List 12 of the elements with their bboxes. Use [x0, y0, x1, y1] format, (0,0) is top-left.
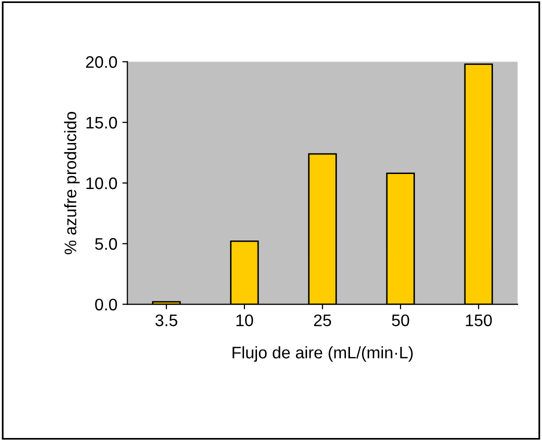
- x-tick-label: 25: [314, 314, 332, 326]
- x-tick-label: 3.5: [155, 314, 178, 326]
- x-axis-title: Flujo de aire (mL/(min·L): [232, 346, 413, 362]
- y-tick-label: 0.0: [95, 298, 117, 310]
- y-tick-label: 5.0: [95, 238, 117, 250]
- y-tick-label: 10.0: [86, 177, 117, 190]
- y-tick-label: 20.0: [86, 56, 117, 68]
- y-tick-label: 15.0: [86, 116, 117, 129]
- x-tick-label: 50: [392, 314, 410, 326]
- x-tick-label: 150: [466, 314, 492, 326]
- y-axis-title: % azufre producido: [64, 112, 80, 254]
- x-tick-label: 10: [236, 314, 254, 326]
